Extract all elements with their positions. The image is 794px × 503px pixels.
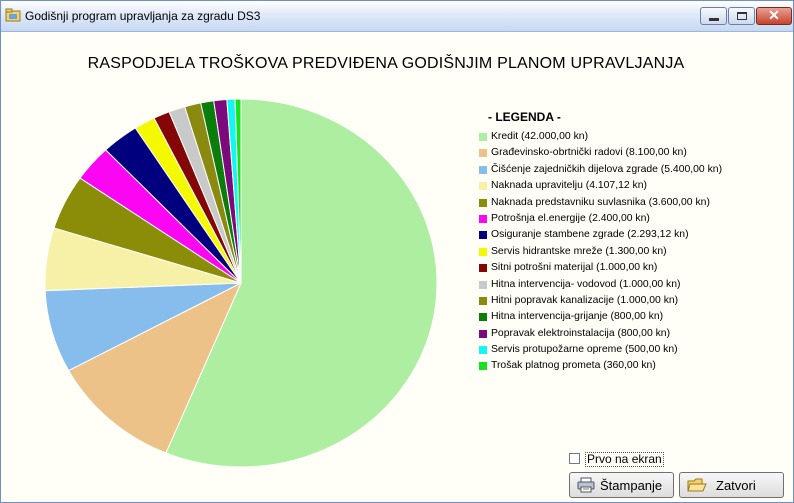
pie-slice	[165, 98, 438, 468]
legend-swatch	[479, 247, 487, 256]
print-button[interactable]: Štampanje	[569, 472, 674, 498]
close-icon: ✕	[768, 7, 780, 23]
legend-label: Trošak platnog prometa (360,00 kn)	[491, 360, 656, 372]
legend-swatch	[479, 362, 487, 371]
close-window-button[interactable]: ✕	[756, 7, 792, 25]
legend-swatch	[479, 329, 487, 338]
legend-label: Hitna intervencija-grijanje (800,00 kn)	[491, 311, 664, 323]
legend-swatch	[479, 346, 487, 355]
legend-swatch	[479, 149, 487, 158]
print-first-checkbox[interactable]	[569, 453, 580, 464]
legend-label: Građevinsko-obrtnički radovi (8.100,00 k…	[491, 147, 687, 159]
print-first-label[interactable]: Prvo na ekran	[585, 452, 664, 467]
chart-title: RASPODJELA TROŠKOVA PREDVIĐENA GODIŠNJIM…	[87, 55, 685, 72]
legend-label: Servis hidrantske mreže (1.300,00 kn)	[491, 245, 667, 257]
legend-label: Naknada predstavniku suvlasnika (3.600,0…	[491, 196, 710, 208]
minimize-button[interactable]	[700, 7, 727, 25]
legend-label: Servis protupožarne opreme (500,00 kn)	[491, 344, 678, 356]
close-button-label: Zatvori	[716, 478, 756, 493]
folder-exit-icon	[687, 478, 707, 492]
maximize-button[interactable]	[728, 7, 755, 25]
print-button-label: Štampanje	[600, 478, 663, 493]
legend-label: Hitni popravak kanalizacije (1.000,00 kn…	[491, 294, 679, 306]
pie-slice	[67, 281, 243, 454]
legend-swatch	[479, 296, 487, 305]
window-title: Godišnji program upravljanja za zgradu D…	[25, 9, 261, 23]
legend-swatch	[479, 133, 487, 141]
legend-swatch	[479, 264, 487, 273]
app-icon	[5, 8, 21, 22]
legend-swatch	[479, 165, 487, 174]
close-button[interactable]: Zatvori	[679, 472, 784, 498]
legend-label: Čišćenje zajedničkih dijelova zgrade (5.…	[491, 163, 723, 175]
minimize-icon	[709, 18, 719, 21]
legend-label: Sitni potrošni materijal (1.000,00 kn)	[491, 262, 658, 274]
legend-label: Potrošnja el.energije (2.400,00 kn)	[491, 212, 650, 224]
legend-label: Popravak elektroinstalacija (800,00 kn)	[491, 327, 671, 339]
legend-swatch	[479, 231, 487, 240]
legend-swatch	[479, 214, 487, 223]
maximize-icon	[737, 12, 747, 20]
legend-swatch	[479, 182, 487, 191]
legend-swatch	[479, 198, 487, 207]
legend-swatch	[479, 280, 487, 289]
printer-icon	[577, 477, 595, 493]
legend-label: Hitna intervencija- vodovod (1.000,00 kn…	[491, 278, 681, 290]
legend-label: Osiguranje stambene zgrade (2.293,12 kn)	[491, 229, 689, 241]
legend-label: Naknada upravitelju (4.107,12 kn)	[491, 180, 647, 192]
legend-title: - LEGENDA -	[488, 110, 561, 124]
title-bar[interactable]: Godišnji program upravljanja za zgradu D…	[1, 1, 793, 32]
legend-swatch	[479, 313, 487, 322]
legend-label: Kredit (42.000,00 kn)	[491, 131, 589, 142]
pie-slice	[234, 98, 242, 284]
